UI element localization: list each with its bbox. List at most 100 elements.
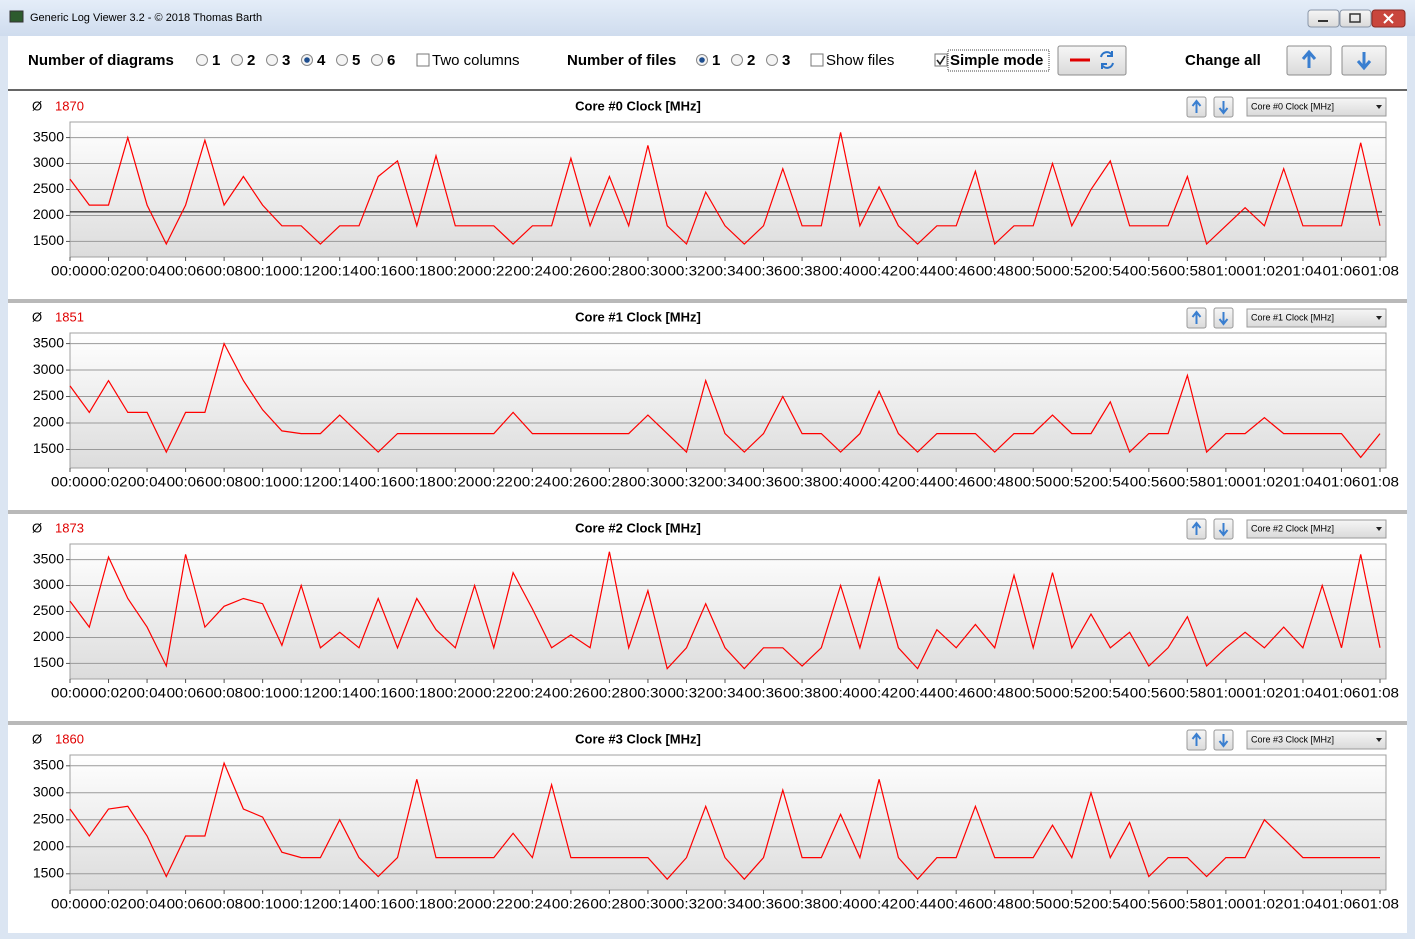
x-tick-label: 00:08 xyxy=(205,474,243,490)
panel-splitter xyxy=(8,510,1407,514)
x-tick-label: 00:04 xyxy=(128,263,166,279)
x-tick-label: 00:34 xyxy=(706,685,744,701)
radio-button[interactable] xyxy=(266,54,278,66)
x-tick-label: 00:34 xyxy=(706,896,744,912)
x-tick-label: 00:46 xyxy=(937,474,975,490)
data-line xyxy=(69,761,1380,881)
x-tick-label: 01:08 xyxy=(1361,896,1399,912)
diagram-panel: Ø 1851 Core #1 Clock [MHz] Core #1 Clock [M… xyxy=(8,299,1407,490)
data-line xyxy=(69,551,1381,670)
show-files-checkbox[interactable] xyxy=(810,53,824,67)
x-tick-label: 00:42 xyxy=(860,474,898,490)
dropdown-arrow xyxy=(1376,527,1382,531)
channel-dropdown[interactable] xyxy=(1246,97,1387,117)
x-tick-label: 00:28 xyxy=(590,263,628,279)
radio-dot xyxy=(304,57,310,63)
x-tick-label: 00:50 xyxy=(1014,263,1052,279)
x-tick-label: 00:24 xyxy=(513,685,551,701)
radio-button[interactable] xyxy=(371,54,383,66)
y-tick-label: 1500 xyxy=(33,654,64,670)
x-tick-label: 00:10 xyxy=(244,263,282,279)
app-icon xyxy=(9,10,24,23)
x-tick-label: 00:24 xyxy=(513,263,551,279)
arrow-icon xyxy=(1218,523,1229,537)
y-tick-label: 2500 xyxy=(33,387,64,403)
x-tick-label: 00:08 xyxy=(205,685,243,701)
radio-button[interactable] xyxy=(231,54,243,66)
y-tick-label: 2000 xyxy=(33,838,64,854)
x-tick-label: 00:42 xyxy=(860,896,898,912)
x-tick-label: 00:06 xyxy=(167,263,205,279)
channel-dropdown[interactable] xyxy=(1246,730,1387,750)
plot-area xyxy=(69,754,1387,891)
x-tick-label: 01:08 xyxy=(1361,685,1399,701)
line-style-button[interactable] xyxy=(1057,45,1127,76)
diagram-panel: Ø 1860 Core #3 Clock [MHz] Core #3 Clock [M… xyxy=(8,721,1407,912)
panel-splitter xyxy=(8,721,1407,725)
window-title: Generic Log Viewer 3.2 - © 2018 Thomas B… xyxy=(30,12,262,24)
y-tick-label: 3500 xyxy=(33,550,64,566)
two-columns-checkbox[interactable] xyxy=(416,53,430,67)
x-tick-label: 00:14 xyxy=(321,685,359,701)
y-tick-label: 2500 xyxy=(33,180,64,196)
x-tick-label: 00:32 xyxy=(667,474,705,490)
average-value: 1860 xyxy=(55,731,84,746)
x-tick-label: 00:22 xyxy=(475,474,513,490)
average-value: 1870 xyxy=(55,98,84,113)
x-tick-label: 00:56 xyxy=(1130,896,1168,912)
x-tick-label: 00:12 xyxy=(282,474,320,490)
maximize-button[interactable] xyxy=(1339,9,1372,28)
x-tick-label: 00:28 xyxy=(590,896,628,912)
x-tick-label: 00:22 xyxy=(475,685,513,701)
channel-dropdown[interactable] xyxy=(1246,308,1387,328)
x-tick-label: 00:12 xyxy=(282,685,320,701)
x-tick-label: 00:14 xyxy=(321,263,359,279)
radio-button[interactable] xyxy=(336,54,348,66)
x-tick-label: 00:40 xyxy=(822,685,860,701)
dropdown-text: Core #3 Clock [MHz] xyxy=(1251,734,1334,744)
y-tick-label: 3000 xyxy=(33,576,64,592)
radio-button[interactable] xyxy=(731,54,743,66)
average-value: 1851 xyxy=(55,309,84,324)
radio-button[interactable] xyxy=(766,54,778,66)
window-controls[interactable] xyxy=(1307,9,1406,28)
x-tick-label: 01:06 xyxy=(1322,896,1360,912)
title-bar xyxy=(0,0,1415,36)
simple-mode-label: Simple mode xyxy=(950,52,1043,69)
y-tick-label: 3500 xyxy=(33,334,64,350)
arrow-icon xyxy=(1191,521,1202,535)
focus-rect xyxy=(947,49,1050,72)
x-tick-label: 00:32 xyxy=(667,685,705,701)
x-tick-label: 00:42 xyxy=(860,263,898,279)
maximize-icon xyxy=(1349,13,1361,23)
x-tick-label: 00:58 xyxy=(1168,685,1206,701)
radio-button[interactable] xyxy=(196,54,208,66)
x-tick-label: 00:20 xyxy=(436,474,474,490)
y-tick-label: 2500 xyxy=(33,602,64,618)
x-tick-label: 00:18 xyxy=(398,896,436,912)
minimize-button[interactable] xyxy=(1307,9,1340,28)
x-tick-label: 00:54 xyxy=(1091,896,1129,912)
radio-label: 2 xyxy=(747,52,755,69)
x-tick-label: 00:20 xyxy=(436,896,474,912)
x-tick-label: 00:30 xyxy=(629,685,667,701)
y-tick-label: 3000 xyxy=(33,784,64,800)
dropdown-text: Core #2 Clock [MHz] xyxy=(1251,523,1334,533)
x-tick-label: 00:10 xyxy=(244,474,282,490)
x-tick-label: 01:02 xyxy=(1245,263,1283,279)
simple-mode-checkbox[interactable] xyxy=(934,53,948,67)
x-tick-label: 00:52 xyxy=(1053,685,1091,701)
refresh-icon xyxy=(1100,51,1114,69)
x-tick-label: 00:10 xyxy=(244,685,282,701)
radio-label: 5 xyxy=(352,52,360,69)
channel-dropdown[interactable] xyxy=(1246,519,1387,539)
radio-label: 4 xyxy=(317,52,326,69)
y-tick-label: 3500 xyxy=(33,757,64,773)
x-tick-label: 00:10 xyxy=(244,896,282,912)
x-tick-label: 00:26 xyxy=(552,685,590,701)
x-tick-label: 00:56 xyxy=(1130,263,1168,279)
x-tick-label: 00:28 xyxy=(590,685,628,701)
x-tick-label: 00:50 xyxy=(1014,685,1052,701)
